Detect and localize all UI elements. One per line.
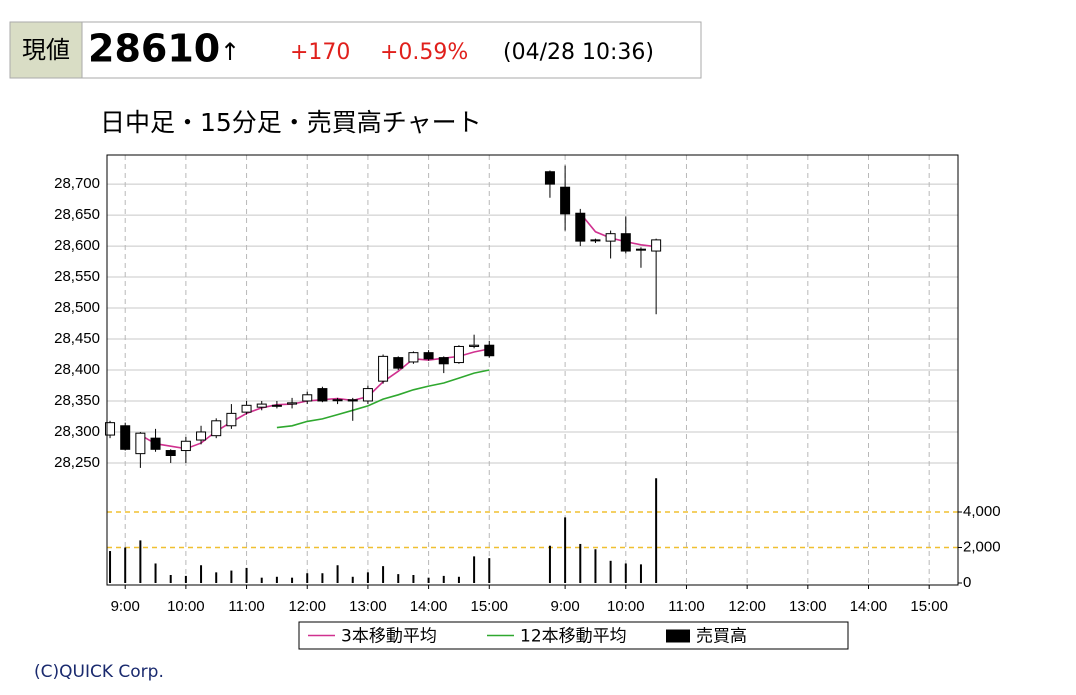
candle-body: [165, 450, 176, 457]
candle-body: [651, 239, 662, 252]
candle-body: [256, 403, 267, 408]
copyright: (C)QUICK Corp.: [34, 662, 164, 682]
candle-body: [105, 422, 116, 436]
candle-body: [332, 399, 343, 402]
candle-body: [226, 412, 237, 427]
x-tick-label: 12:00: [288, 598, 326, 615]
y-tick-label: 28,550: [54, 268, 100, 285]
candle-body: [408, 352, 419, 363]
candle-body: [590, 239, 601, 242]
x-tick-label: 12:00: [728, 598, 766, 615]
candle-body: [544, 171, 555, 185]
legend-label: 12本移動平均: [520, 627, 627, 647]
quote-change: +170: [290, 40, 350, 65]
x-tick-label: 13:00: [349, 598, 387, 615]
candle-body: [150, 437, 161, 450]
x-tick-label: 10:00: [607, 598, 645, 615]
quote-box: [9, 21, 702, 79]
quote-label-cell: [9, 21, 83, 79]
candle-body: [393, 357, 404, 369]
candle-body: [287, 402, 298, 405]
plot-border: [106, 154, 959, 586]
y-tick-label: 28,350: [54, 392, 100, 409]
x-tick-label: 11:00: [228, 598, 264, 615]
plot: 28,250 28,300 28,350 28,400 28,450 28,500 28,5…: [54, 154, 1001, 615]
y2-tick-label: 0: [963, 574, 971, 591]
x-tick-label: 9:00: [111, 598, 140, 615]
candle-body: [635, 248, 646, 251]
quote-timestamp: (04/28 10:36): [503, 40, 654, 65]
candle-body: [575, 212, 586, 242]
x-tick-label: 14:00: [850, 598, 888, 615]
legend-label: 売買高: [696, 627, 747, 647]
legend-label: 3本移動平均: [341, 627, 437, 647]
y-tick-label: 28,450: [54, 330, 100, 347]
x-tick-label: 15:00: [470, 598, 508, 615]
y-tick-label: 28,250: [54, 454, 100, 471]
candle-body: [211, 420, 222, 437]
candle-body: [196, 431, 207, 441]
candle-body: [241, 404, 252, 413]
y-tick-label: 28,700: [54, 175, 100, 192]
quote-price: 28610: [88, 27, 220, 71]
y-tick-label: 28,500: [54, 299, 100, 316]
legend-swatch: [666, 629, 690, 643]
candle-body: [469, 344, 480, 347]
candle-body: [317, 388, 328, 402]
y-tick-label: 28,600: [54, 237, 100, 254]
candle-body: [620, 233, 631, 252]
x-tick-label: 10:00: [167, 598, 205, 615]
moving-average-line: [140, 212, 657, 450]
candle-body: [484, 344, 495, 357]
candle-body: [378, 355, 389, 382]
candle-body: [362, 388, 373, 402]
y-tick-label: 28,300: [54, 423, 100, 440]
x-tick-label: 14:00: [410, 598, 448, 615]
x-tick-label: 9:00: [551, 598, 580, 615]
quote-change-pct: +0.59%: [380, 40, 468, 65]
candle-body: [302, 394, 313, 402]
candle-body: [120, 425, 131, 450]
candle-body: [423, 352, 434, 360]
candle-body: [271, 404, 282, 407]
candle-body: [347, 399, 358, 402]
y-tick-label: 28,650: [54, 206, 100, 223]
x-tick-label: 13:00: [789, 598, 827, 615]
y2-tick-label: 2,000: [963, 538, 1001, 555]
x-tick-label: 11:00: [668, 598, 704, 615]
y2-tick-label: 4,000: [963, 503, 1001, 520]
candle-body: [560, 186, 571, 215]
candle-body: [605, 233, 616, 242]
candle-body: [135, 432, 146, 455]
candle-body: [180, 440, 191, 452]
candle-body: [453, 345, 464, 364]
quote-label: 現値: [22, 36, 70, 64]
y-tick-label: 28,400: [54, 361, 100, 378]
quote-arrow: ↑: [220, 38, 240, 66]
candle-body: [438, 357, 449, 365]
legend-box: [298, 621, 849, 650]
moving-average-line: [276, 369, 490, 429]
x-tick-label: 15:00: [910, 598, 948, 615]
chart-title: 日中足・15分足・売買高チャート: [100, 108, 482, 137]
